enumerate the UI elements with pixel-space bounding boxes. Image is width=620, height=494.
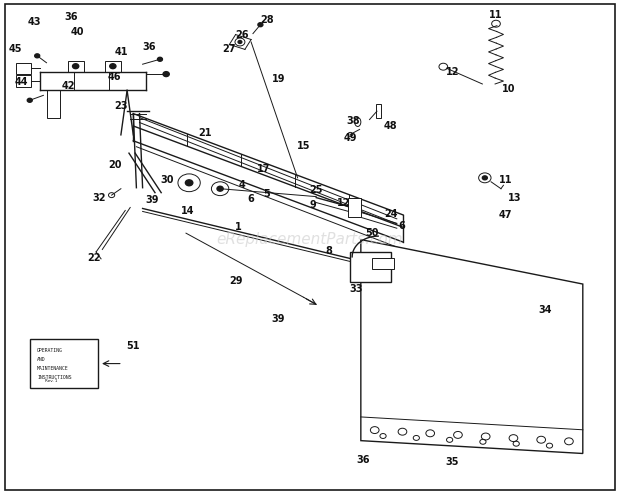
Text: AND: AND xyxy=(37,357,46,362)
Text: OPERATING: OPERATING xyxy=(37,348,63,353)
Text: 11: 11 xyxy=(489,10,503,20)
Text: 34: 34 xyxy=(539,305,552,315)
Text: 12: 12 xyxy=(446,67,459,77)
Text: 36: 36 xyxy=(142,42,156,52)
Text: 39: 39 xyxy=(271,314,285,324)
Text: 48: 48 xyxy=(384,121,397,131)
Text: 41: 41 xyxy=(114,47,128,57)
Polygon shape xyxy=(361,240,583,453)
Text: INSTRUCTIONS: INSTRUCTIONS xyxy=(37,375,72,380)
Text: 38: 38 xyxy=(347,116,360,126)
Bar xyxy=(16,75,31,87)
Bar xyxy=(376,104,381,118)
Text: 13: 13 xyxy=(508,193,521,203)
Text: 32: 32 xyxy=(92,193,106,203)
Text: 28: 28 xyxy=(260,15,273,25)
Text: 42: 42 xyxy=(61,82,75,91)
Circle shape xyxy=(73,64,79,69)
Text: 46: 46 xyxy=(108,72,122,82)
Text: 14: 14 xyxy=(180,206,194,216)
Text: 6: 6 xyxy=(399,221,405,231)
Text: 24: 24 xyxy=(384,209,397,219)
Text: 6: 6 xyxy=(248,194,254,204)
Text: 9: 9 xyxy=(310,200,316,210)
Text: 19: 19 xyxy=(272,74,286,84)
Text: 36: 36 xyxy=(64,12,78,22)
Text: 23: 23 xyxy=(114,101,128,111)
Text: 50: 50 xyxy=(365,228,379,238)
Text: 35: 35 xyxy=(446,457,459,467)
Text: 36: 36 xyxy=(356,455,370,465)
Text: Rev. 1: Rev. 1 xyxy=(45,379,58,383)
Bar xyxy=(30,339,98,388)
Text: 21: 21 xyxy=(198,128,211,138)
Text: 17: 17 xyxy=(257,164,270,174)
Text: 20: 20 xyxy=(108,161,122,170)
Text: 8: 8 xyxy=(325,246,332,256)
Text: 1: 1 xyxy=(236,222,242,232)
Bar xyxy=(348,198,361,217)
Circle shape xyxy=(157,57,162,61)
Bar xyxy=(372,258,394,269)
Circle shape xyxy=(27,98,32,102)
Text: 12: 12 xyxy=(337,198,351,207)
Bar xyxy=(350,252,391,282)
Text: 27: 27 xyxy=(223,44,236,54)
Bar xyxy=(68,61,84,72)
Text: 30: 30 xyxy=(161,175,174,185)
Ellipse shape xyxy=(355,118,361,126)
Text: 15: 15 xyxy=(297,141,311,151)
Text: 10: 10 xyxy=(502,84,515,94)
Text: 33: 33 xyxy=(350,284,363,294)
Text: 44: 44 xyxy=(15,77,29,86)
Text: 11: 11 xyxy=(498,175,512,185)
Circle shape xyxy=(258,23,263,27)
Circle shape xyxy=(185,180,193,186)
Circle shape xyxy=(217,186,223,191)
Text: 26: 26 xyxy=(235,30,249,40)
Text: 51: 51 xyxy=(126,341,140,351)
Text: MAINTENANCE: MAINTENANCE xyxy=(37,366,69,371)
Circle shape xyxy=(35,54,40,58)
Text: 49: 49 xyxy=(343,133,357,143)
Text: 40: 40 xyxy=(71,27,84,37)
Text: 45: 45 xyxy=(9,44,22,54)
Text: 25: 25 xyxy=(309,185,323,195)
Circle shape xyxy=(238,41,242,43)
Text: 43: 43 xyxy=(27,17,41,27)
Bar xyxy=(105,61,121,72)
Text: 5: 5 xyxy=(264,189,270,199)
Text: 39: 39 xyxy=(145,195,159,205)
Circle shape xyxy=(163,72,169,77)
Bar xyxy=(16,63,31,74)
Text: 29: 29 xyxy=(229,276,242,286)
Text: 47: 47 xyxy=(498,210,512,220)
Bar xyxy=(46,90,60,118)
Circle shape xyxy=(110,64,116,69)
Text: eReplacementParts.com: eReplacementParts.com xyxy=(216,232,404,247)
Text: 22: 22 xyxy=(87,253,101,263)
Circle shape xyxy=(482,176,487,180)
Text: 4: 4 xyxy=(239,180,245,190)
